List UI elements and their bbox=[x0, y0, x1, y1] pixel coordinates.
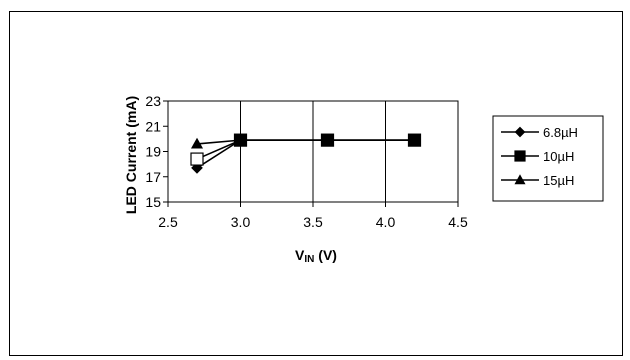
y-tick-label: 23 bbox=[145, 93, 161, 109]
x-axis-title-main: V bbox=[295, 247, 305, 263]
legend-label: 15µH bbox=[543, 173, 574, 188]
triangle-marker bbox=[321, 133, 334, 145]
legend-label: 6.8µH bbox=[543, 125, 578, 140]
x-axis-title: VIN (V) bbox=[295, 247, 337, 265]
y-tick-label: 15 bbox=[145, 194, 161, 210]
y-tick-label: 17 bbox=[145, 169, 161, 185]
square-marker bbox=[190, 152, 204, 166]
series-line bbox=[196, 139, 415, 160]
x-tick-label: 4.5 bbox=[448, 214, 468, 230]
x-tick-label: 3.0 bbox=[231, 214, 251, 230]
x-axis-title-sub: IN bbox=[304, 254, 314, 265]
x-axis-title-unit: (V) bbox=[314, 247, 337, 263]
x-tick-label: 4.0 bbox=[376, 214, 396, 230]
triangle-marker bbox=[408, 133, 421, 145]
triangle-marker bbox=[234, 133, 247, 145]
x-tick-label: 3.5 bbox=[303, 214, 323, 230]
y-tick-label: 19 bbox=[145, 144, 161, 160]
triangle-marker bbox=[190, 137, 204, 149]
series-line bbox=[196, 139, 415, 145]
x-tick-label: 2.5 bbox=[158, 214, 178, 230]
square-marker bbox=[514, 150, 526, 162]
y-axis-title: LED Current (mA) bbox=[123, 96, 139, 214]
legend-label: 10µH bbox=[543, 149, 574, 164]
legend: 6.8µH 10µH 15µH bbox=[492, 115, 604, 202]
diamond-marker bbox=[514, 126, 526, 138]
y-tick-label: 21 bbox=[145, 118, 161, 134]
triangle-marker bbox=[514, 174, 526, 185]
legend-box bbox=[492, 115, 604, 202]
